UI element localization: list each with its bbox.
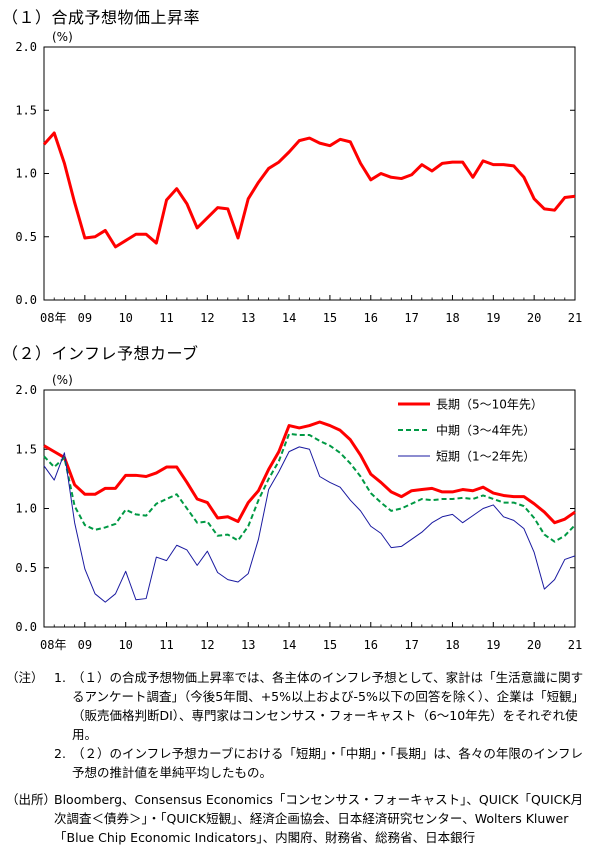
note-2-text: （２）のインフレ予想カーブにおける「短期」・「中期」・「長期」は、各々の年限のイ…: [72, 746, 584, 780]
y-tick-label: 2.0: [15, 40, 37, 54]
series-line-0: [43, 420, 576, 525]
x-tick-label: 13: [241, 311, 255, 325]
chart1-title: （１）合成予想物価上昇率: [2, 8, 201, 27]
y-tick-label: 1.0: [15, 167, 37, 181]
note-1-text: （１）の合成予想物価上昇率では、各主体のインフレ予想として、家計は「生活意識に関…: [72, 670, 585, 742]
x-tick-label: 18: [445, 311, 459, 325]
y-tick-label: 0.5: [15, 561, 37, 575]
x-tick-label: 19: [486, 311, 500, 325]
x-tick-label: 19: [486, 638, 500, 652]
notes-section: （注） 1. （１）の合成予想物価上昇率では、各主体のインフレ予想として、家計は…: [6, 668, 590, 847]
y-tick-label: 0.0: [15, 293, 37, 307]
y-unit-label: (%): [52, 373, 73, 387]
y-tick-label: 1.5: [15, 103, 37, 117]
legend-label-1: 中期（3〜4年先）: [436, 423, 535, 438]
chart2-title: （２）インフレ予想カーブ: [2, 344, 199, 363]
y-tick-label: 1.5: [15, 442, 37, 456]
x-tick-label: 21: [568, 638, 582, 652]
chart1-plot: 0.0 0.5 1.0 1.5 2.0 (%) 08年 09 10 11 12 13 14 15 16 17 1…: [15, 30, 582, 325]
chart2-plot: 0.0 0.5 1.0 1.5 2.0 (%) 08年 09 10 11 12 13 14 15 16 17 1…: [15, 373, 582, 652]
series-line-2: [43, 446, 576, 603]
x-tick-label: 09: [78, 311, 92, 325]
x-tick-label: 20: [527, 311, 541, 325]
x-tick-label: 21: [568, 311, 582, 325]
x-tick-label: 11: [159, 638, 173, 652]
source-head: （出所）: [6, 792, 57, 807]
x-tick-label: 10: [118, 311, 132, 325]
series-line-1: [43, 432, 576, 543]
y-tick-label: 2.0: [15, 383, 37, 397]
x-tick-label: 16: [364, 311, 378, 325]
source-text: Bloomberg、Consensus Economics「コンセンサス・フォー…: [54, 792, 584, 845]
x-tick-label: 15: [323, 311, 337, 325]
x-tick-label: 14: [282, 311, 296, 325]
x-tick-label: 12: [200, 311, 214, 325]
x-tick-label: 17: [404, 638, 418, 652]
x-tick-label: 08年: [40, 311, 66, 325]
x-tick-label: 08年: [40, 638, 66, 652]
series-line-0: [42, 131, 576, 249]
x-tick-label: 16: [364, 638, 378, 652]
x-tick-label: 09: [78, 638, 92, 652]
y-tick-label: 0.0: [15, 620, 37, 634]
x-tick-label: 10: [118, 638, 132, 652]
y-unit-label: (%): [52, 30, 73, 44]
legend-label-2: 短期（1〜2年先）: [436, 450, 535, 464]
x-tick-label: 12: [200, 638, 214, 652]
x-tick-label: 18: [445, 638, 459, 652]
x-tick-label: 15: [323, 638, 337, 652]
note-1-number: 1.: [54, 670, 66, 685]
x-tick-label: 14: [282, 638, 296, 652]
y-tick-label: 1.0: [15, 502, 37, 516]
x-tick-label: 20: [527, 638, 541, 652]
note-2-number: 2.: [54, 746, 66, 761]
x-tick-label: 17: [404, 311, 418, 325]
legend-label-0: 長期（5〜10年先）: [436, 398, 543, 412]
x-tick-label: 13: [241, 638, 255, 652]
x-tick-label: 11: [159, 311, 173, 325]
y-tick-label: 0.5: [15, 230, 37, 244]
notes-head: （注）: [6, 670, 44, 685]
